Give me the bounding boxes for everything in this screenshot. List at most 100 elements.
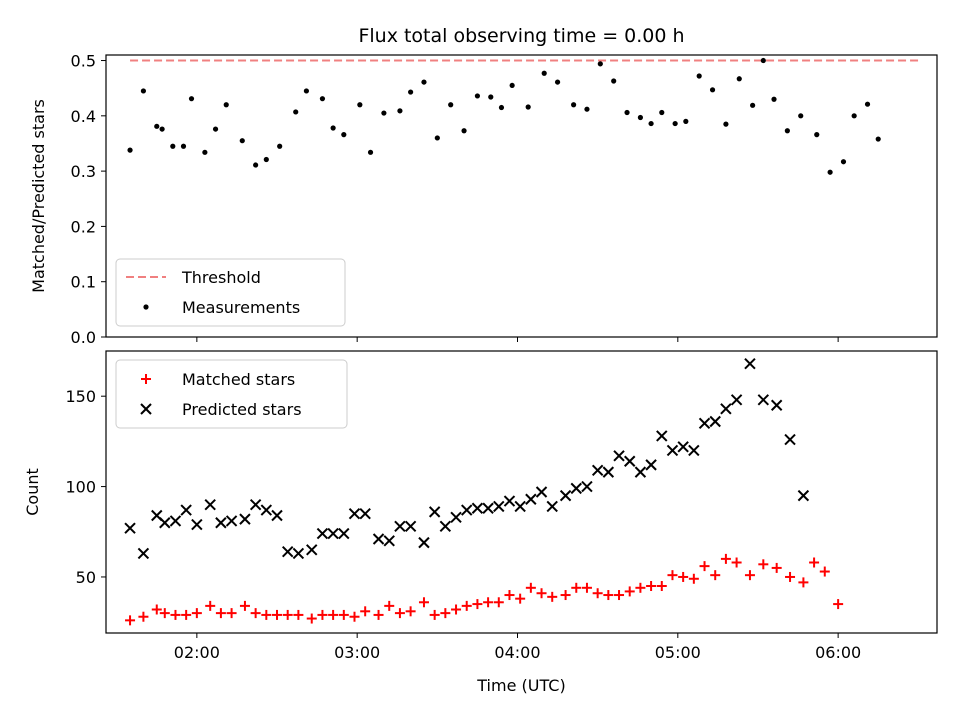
predicted-star-point	[159, 517, 171, 529]
predicted-star-point	[709, 415, 721, 428]
measurement-point	[239, 138, 245, 144]
measurement-point	[170, 143, 176, 149]
x-axis-label: Time (UTC)	[476, 676, 565, 695]
ratio-marks	[127, 57, 921, 175]
matched-star-point	[525, 582, 536, 593]
count-legend-box	[115, 359, 348, 429]
predicted-star-point	[404, 520, 417, 533]
ratio-y-tick-label: 0.1	[71, 273, 96, 292]
predicted-star-point	[503, 495, 516, 507]
predicted-legend-glyph	[140, 403, 152, 415]
measurement-point	[293, 109, 299, 115]
measurement-point	[798, 113, 804, 119]
predicted-star-point	[602, 466, 615, 478]
measurement-point	[330, 125, 336, 131]
ratio-panel: 0.0 0.1 0.2 0.3 0.4 0.5 Matched/Predicted sta…	[29, 52, 938, 347]
matched-star-point	[688, 573, 699, 584]
chart-title: Flux total observing time = 0.00 h	[358, 25, 684, 47]
matched-star-point	[317, 609, 328, 620]
matched-star-point	[159, 608, 170, 619]
measurement-point	[448, 102, 454, 108]
measurement-point	[474, 93, 481, 99]
predicted-star-point	[666, 444, 679, 457]
matched-star-point	[581, 582, 592, 593]
predicted-star-point	[677, 441, 689, 453]
ratio-y-tick-label: 0.4	[71, 107, 96, 126]
x-tick-label: 04:00	[494, 643, 540, 662]
predicted-star-point	[359, 507, 371, 520]
predicted-star-point	[581, 480, 593, 493]
predicted-star-point	[418, 536, 430, 549]
matched-legend-glyph	[141, 374, 151, 384]
predicted-star-point	[688, 444, 700, 457]
matched-star-point	[394, 608, 405, 619]
matched-star-point	[205, 600, 216, 611]
predicted-star-point	[591, 464, 604, 477]
matched-star-point	[614, 590, 625, 601]
predicted-star-point	[239, 513, 251, 525]
matched-star-point	[504, 590, 515, 601]
matched-star-point	[451, 604, 462, 615]
matched-star-point	[272, 609, 283, 620]
matched-star-point	[384, 600, 395, 611]
measurement-point	[488, 94, 494, 100]
measurement-point	[202, 149, 208, 155]
predicted-star-point	[348, 507, 361, 520]
predicted-star-point	[450, 511, 462, 524]
count-panel: 50 100 150 02:00 03:00 04:00 05:00 06:00 Count…	[23, 350, 938, 695]
count-legend: Matched stars Predicted stars	[115, 359, 348, 429]
measurement-point	[434, 135, 440, 141]
matched-star-point	[809, 557, 820, 568]
count-y-axis: 50 100 150	[65, 387, 106, 587]
ratio-y-tick-label: 0.2	[71, 217, 96, 236]
matched-star-point	[592, 588, 603, 599]
matched-star-point	[483, 597, 494, 608]
ratio-legend: Threshold Measurements	[115, 258, 346, 327]
matched-star-point	[710, 570, 721, 581]
measurement-point	[319, 96, 326, 102]
predicted-star-point	[613, 450, 625, 462]
predicted-star-point	[514, 500, 526, 513]
matched-star-point	[744, 570, 755, 581]
measurement-point	[397, 108, 403, 114]
measurement-point	[637, 114, 644, 121]
measurement-point	[498, 104, 505, 111]
matched-star-point	[181, 609, 192, 620]
matched-star-point	[170, 609, 181, 620]
count-y-axis-label: Count	[23, 468, 42, 516]
measurement-point	[597, 61, 603, 67]
measurement-point	[140, 88, 147, 94]
predicted-star-point	[757, 394, 770, 406]
predicted-star-point	[535, 486, 548, 498]
matched-star-point	[418, 597, 429, 608]
matched-star-point	[819, 566, 830, 577]
measurement-point	[771, 96, 777, 102]
matched-star-point	[515, 593, 526, 604]
measurement-point	[263, 156, 269, 163]
matched-star-point	[293, 609, 304, 620]
ratio-y-tick-label: 0.3	[71, 162, 96, 181]
predicted-star-point	[292, 547, 305, 560]
predicted-star-point	[383, 535, 395, 547]
measurement-point	[784, 128, 790, 134]
ratio-y-tick-label: 0.5	[71, 52, 96, 71]
measurements-legend-label: Measurements	[182, 298, 300, 317]
predicted-star-point	[784, 433, 796, 446]
matched-star-point	[720, 553, 731, 564]
measurement-point	[584, 106, 590, 112]
measurement-point	[421, 79, 427, 85]
matched-star-point	[699, 561, 710, 572]
matched-star-point	[493, 597, 504, 608]
measurement-point	[541, 70, 547, 76]
measurement-point	[696, 73, 702, 79]
measurement-point	[659, 109, 665, 116]
matched-star-point	[360, 606, 371, 617]
matched-star-point	[603, 590, 614, 601]
measurement-point	[525, 104, 531, 110]
predicted-star-point	[624, 455, 636, 467]
measurement-point	[723, 121, 729, 127]
predicted-star-point	[493, 500, 505, 513]
matched-star-point	[338, 609, 349, 620]
predicted-star-point	[271, 509, 283, 522]
